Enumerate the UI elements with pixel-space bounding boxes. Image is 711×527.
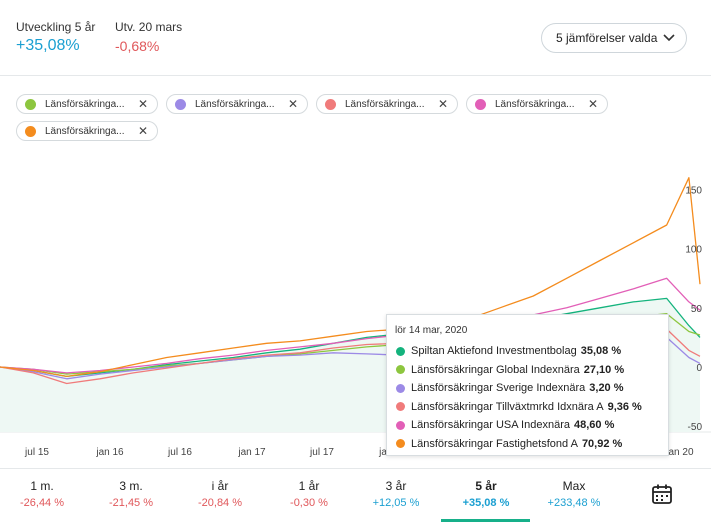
tooltip-color-dot xyxy=(396,365,405,375)
chip-color-dot xyxy=(25,125,36,137)
period-value: -21,45 % xyxy=(108,497,154,509)
tooltip-series-name: Länsförsäkringar Sverige Indexnära xyxy=(411,382,586,395)
tooltip-row: Länsförsäkringar Global Indexnära 27,10 % xyxy=(395,361,660,380)
tooltip-series-name: Länsförsäkringar Global Indexnära xyxy=(411,363,580,376)
tooltip-series-value: 48,60 % xyxy=(573,419,615,432)
period-value: +12,05 % xyxy=(372,497,420,509)
period-selector: 1 m. -26,44 % 3 m. -21,45 % i år -20,84 % 1 år… xyxy=(0,468,711,527)
x-tick-label: an 20 xyxy=(668,447,693,458)
close-icon[interactable]: ✕ xyxy=(437,97,448,111)
comparisons-dropdown-label: 5 jämförelser valda xyxy=(556,31,658,45)
y-tick-label: 0 xyxy=(696,363,702,374)
period-label: 1 m. xyxy=(30,479,54,493)
comparison-chip[interactable]: Länsförsäkringa... ✕ xyxy=(16,121,158,141)
kpi-daily-change: Utv. 20 mars -0,68% xyxy=(115,20,182,54)
close-icon[interactable]: ✕ xyxy=(287,97,298,111)
chip-color-dot xyxy=(175,98,186,110)
kpi-development-label: Utveckling 5 år xyxy=(16,20,96,34)
period-value: -26,44 % xyxy=(19,497,65,509)
chip-label: Länsförsäkringa... xyxy=(345,98,425,110)
period-label: i år xyxy=(211,479,229,493)
period-label: Max xyxy=(562,479,586,493)
tooltip-series-value: 9,36 % xyxy=(607,400,642,413)
kpi-development-value: +35,08% xyxy=(16,37,80,54)
close-icon[interactable]: ✕ xyxy=(137,97,148,111)
chip-label: Länsförsäkringa... xyxy=(495,98,575,110)
active-period-indicator xyxy=(441,519,530,522)
tooltip-color-dot xyxy=(396,346,405,356)
kpi-daily-change-label: Utv. 20 mars xyxy=(115,20,183,34)
chip-label: Länsförsäkringa... xyxy=(45,98,125,110)
chip-color-dot xyxy=(475,98,486,110)
series-line xyxy=(0,177,701,378)
tooltip-series-value: 3,20 % xyxy=(589,382,624,395)
tooltip-color-dot xyxy=(396,383,405,393)
tooltip-series-name: Länsförsäkringar Tillväxtmrkd Idxnära A xyxy=(411,400,604,413)
x-tick-label: jan 16 xyxy=(95,447,124,458)
y-tick-label: 150 xyxy=(685,186,702,197)
period-value: -20,84 % xyxy=(197,497,243,509)
chip-color-dot xyxy=(25,98,36,110)
period-tab[interactable]: 3 år +12,05 % xyxy=(351,479,441,509)
x-tick-label: jan 17 xyxy=(237,447,266,458)
tooltip-series-name: Spiltan Aktiefond Investmentbolag xyxy=(411,345,577,358)
tooltip-date: lör 14 mar, 2020 xyxy=(395,325,468,336)
tooltip-row: Länsförsäkringar Fastighetsfond A 70,92 % xyxy=(395,435,660,454)
calendar-icon[interactable] xyxy=(651,483,673,505)
period-tab[interactable]: Max +233,48 % xyxy=(529,479,619,509)
tooltip-color-dot xyxy=(396,420,405,430)
comparison-chip[interactable]: Länsförsäkringa... ✕ xyxy=(316,94,458,114)
y-tick-label: 100 xyxy=(685,245,702,256)
tooltip-color-dot xyxy=(396,402,405,412)
x-tick-label: jul 15 xyxy=(24,447,49,458)
period-tab[interactable]: 1 år -0,30 % xyxy=(264,479,354,509)
period-tab[interactable]: 3 m. -21,45 % xyxy=(86,479,176,509)
period-label: 3 år xyxy=(385,479,407,493)
tooltip-row: Spiltan Aktiefond Investmentbolag 35,08 % xyxy=(395,342,660,361)
x-tick-label: ja xyxy=(378,447,387,458)
period-value: +233,48 % xyxy=(547,497,601,509)
tooltip-color-dot xyxy=(396,439,405,449)
y-tick-label: -50 xyxy=(688,422,703,433)
period-value: -0,30 % xyxy=(290,497,328,509)
kpi-development: Utveckling 5 år +35,08% xyxy=(16,20,95,55)
comparison-chip[interactable]: Länsförsäkringa... ✕ xyxy=(166,94,308,114)
chip-label: Länsförsäkringa... xyxy=(45,125,125,137)
x-tick-label: jul 17 xyxy=(309,447,334,458)
period-label: 1 år xyxy=(298,479,320,493)
period-tab[interactable]: i år -20,84 % xyxy=(175,479,265,509)
period-tab[interactable]: 5 år +35,08 % xyxy=(441,479,531,509)
tooltip-series-value: 70,92 % xyxy=(581,437,623,450)
period-tab[interactable]: 1 m. -26,44 % xyxy=(0,479,87,509)
tooltip-series-name: Länsförsäkringar Fastighetsfond A xyxy=(411,437,578,450)
summary-header: Utveckling 5 år +35,08% Utv. 20 mars -0,… xyxy=(0,0,711,75)
period-label: 5 år xyxy=(475,479,497,493)
x-tick-label: jul 16 xyxy=(167,447,192,458)
period-label: 3 m. xyxy=(119,479,143,493)
tooltip-row: Länsförsäkringar Sverige Indexnära 3,20 % xyxy=(395,379,660,398)
close-icon[interactable]: ✕ xyxy=(137,124,148,138)
header-divider xyxy=(0,75,711,76)
series-line xyxy=(0,277,701,374)
tooltip-series-value: 27,10 % xyxy=(583,363,625,376)
chevron-down-icon xyxy=(663,34,675,42)
chart-tooltip: lör 14 mar, 2020 Spiltan Aktiefond Inves… xyxy=(386,314,669,456)
y-tick-label: 50 xyxy=(691,304,703,315)
tooltip-series-value: 35,08 % xyxy=(580,345,622,358)
close-icon[interactable]: ✕ xyxy=(587,97,598,111)
kpi-daily-change-value: -0,68% xyxy=(115,38,160,54)
chip-color-dot xyxy=(325,98,336,110)
comparison-chip[interactable]: Länsförsäkringa... ✕ xyxy=(16,94,158,114)
period-value: +35,08 % xyxy=(462,497,510,509)
tooltip-series-name: Länsförsäkringar USA Indexnära xyxy=(411,419,570,432)
comparison-chip[interactable]: Länsförsäkringa... ✕ xyxy=(466,94,608,114)
chip-label: Länsförsäkringa... xyxy=(195,98,275,110)
tooltip-row: Länsförsäkringar USA Indexnära 48,60 % xyxy=(395,416,660,435)
comparisons-dropdown-button[interactable]: 5 jämförelser valda xyxy=(541,23,687,53)
